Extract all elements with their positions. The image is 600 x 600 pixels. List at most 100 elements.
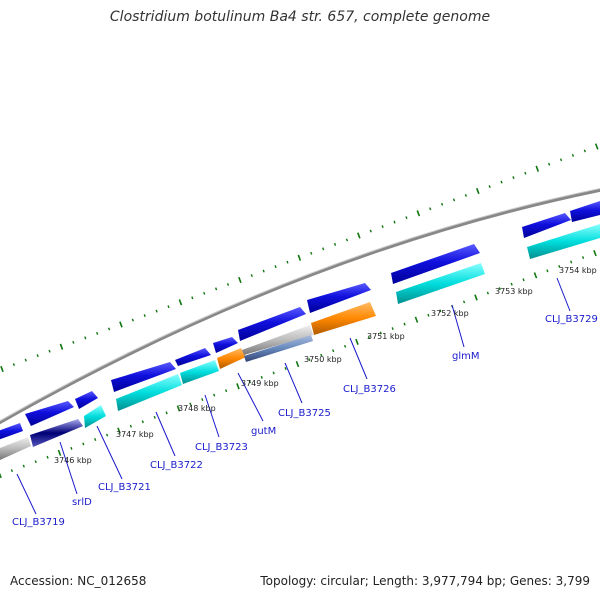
leader-line: [59, 441, 78, 495]
minor-scale-tick: [571, 153, 575, 157]
minor-scale-tick: [82, 442, 85, 446]
kbp-label: 3749 kbp: [241, 379, 279, 388]
minor-scale-tick: [286, 260, 289, 264]
kbp-position-labels: 3746 kbp 3747 kbp 3748 kbp 3749 kbp 3750…: [54, 266, 597, 465]
minor-scale-tick: [322, 247, 325, 251]
minor-scale-tick: [226, 282, 230, 286]
minor-scale-tick: [367, 335, 370, 339]
gene-label: CLJ_B3722: [150, 460, 203, 471]
major-scale-tick: [355, 338, 359, 345]
kbp-label: 3746 kbp: [54, 456, 92, 465]
minor-scale-tick: [464, 193, 468, 197]
minor-scale-tick: [155, 309, 158, 313]
major-scale-tick: [594, 143, 599, 150]
major-scale-tick: [414, 316, 419, 323]
kbp-label: 3750 kbp: [304, 355, 342, 364]
minor-scale-tick: [72, 340, 75, 344]
minor-scale-tick: [405, 216, 408, 220]
kbp-label: 3753 kbp: [495, 287, 533, 296]
minor-scale-tick: [333, 242, 337, 246]
reverse-cds-arrow: [84, 405, 106, 428]
minor-scale-tick: [153, 415, 156, 419]
minor-scale-tick: [452, 198, 456, 202]
reverse-strand-features: [0, 224, 600, 460]
kbp-label: 3747 kbp: [116, 430, 154, 439]
minor-scale-tick: [403, 322, 406, 326]
major-scale-tick: [533, 272, 538, 279]
minor-scale-tick: [310, 251, 313, 255]
minor-scale-tick: [581, 256, 585, 260]
minor-scale-tick: [141, 420, 144, 424]
minor-scale-tick: [167, 305, 170, 309]
gene-label: CLJ_B3721: [98, 482, 151, 493]
leader-line: [451, 304, 465, 348]
minor-scale-tick: [262, 269, 265, 273]
minor-scale-tick: [332, 349, 335, 353]
major-scale-tick: [295, 360, 300, 368]
leader-line: [155, 411, 176, 457]
minor-scale-tick: [498, 287, 501, 291]
minor-scale-tick: [213, 393, 216, 397]
kbp-label: 3748 kbp: [178, 404, 216, 413]
major-scale-tick: [416, 210, 421, 217]
forward-cds-arrow: [25, 401, 74, 426]
leader-line: [284, 362, 303, 404]
minor-scale-tick: [272, 371, 275, 375]
forward-cds-arrow: [391, 244, 480, 284]
major-scale-tick: [178, 299, 183, 306]
forward-cds-arrow: [213, 337, 238, 353]
minor-scale-tick: [345, 238, 349, 242]
major-scale-tick: [176, 405, 181, 412]
major-scale-tick: [475, 187, 480, 195]
minor-scale-tick: [274, 265, 277, 269]
minor-scale-tick: [308, 358, 311, 362]
kbp-label: 3754 kbp: [559, 266, 597, 275]
reverse-cds-arrow: [527, 224, 600, 259]
minor-scale-tick: [46, 455, 49, 459]
minor-scale-tick: [510, 282, 513, 286]
minor-scale-tick: [48, 349, 51, 353]
major-scale-tick: [474, 294, 478, 301]
genome-summary-text: Topology: circular; Length: 3,977,794 bp…: [260, 574, 590, 588]
major-scale-tick: [57, 449, 62, 456]
minor-scale-tick: [559, 158, 563, 162]
major-scale-tick: [236, 383, 240, 390]
major-scale-tick: [297, 254, 302, 261]
gene-name-labels: CLJ_B3719 srlD CLJ_B3721 CLJ_B3722 CLJ_B…: [12, 314, 598, 528]
minor-scale-tick: [440, 202, 444, 206]
reverse-cds-arrow: [116, 374, 182, 411]
outer-scale-ticks: [0, 143, 599, 373]
leader-line: [237, 372, 264, 422]
minor-scale-tick: [248, 380, 252, 384]
gene-label: srlD: [72, 497, 92, 508]
forward-cds-arrow: [307, 283, 371, 313]
minor-scale-tick: [369, 229, 372, 233]
minor-scale-tick: [546, 269, 549, 273]
minor-scale-tick: [10, 469, 14, 473]
minor-scale-tick: [500, 180, 503, 184]
reverse-cds-arrow: [180, 360, 219, 384]
orange-feature-arrow: [217, 348, 246, 369]
map-title: Clostridium botulinum Ba4 str. 657, comp…: [109, 9, 491, 25]
forward-cds-arrow: [175, 348, 211, 366]
minor-scale-tick: [22, 464, 25, 468]
accession-text: Accession: NC_012658: [10, 574, 147, 588]
genome-backbone: [0, 188, 600, 425]
major-scale-tick: [59, 343, 64, 350]
minor-scale-tick: [429, 207, 432, 211]
forward-cds-arrow: [0, 423, 23, 440]
minor-scale-tick: [391, 327, 394, 331]
minor-scale-tick: [201, 398, 204, 402]
gene-label: CLJ_B3723: [195, 442, 248, 453]
minor-scale-tick: [343, 344, 347, 348]
steel-feature-arrow: [244, 335, 313, 362]
major-scale-tick: [0, 472, 2, 479]
minor-scale-tick: [36, 354, 39, 358]
leader-line: [349, 337, 368, 380]
minor-scale-tick: [84, 336, 87, 340]
navy-feature-arrow: [30, 419, 83, 447]
minor-scale-tick: [131, 318, 134, 322]
minor-scale-tick: [96, 331, 99, 335]
major-scale-tick: [593, 250, 597, 257]
